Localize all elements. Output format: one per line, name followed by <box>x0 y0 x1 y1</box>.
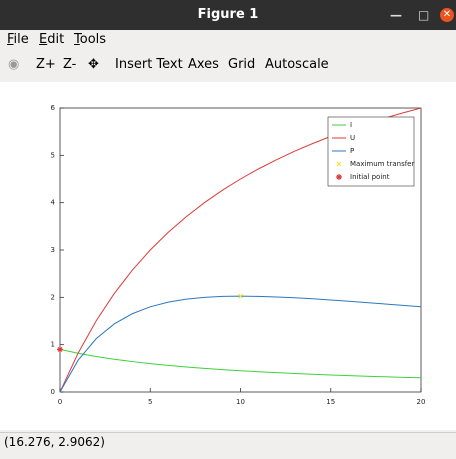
menu-item[interactable]: Tools <box>74 32 107 47</box>
legend-label: Maximum transfer <box>350 160 414 168</box>
plot-area: 0 5 10 15 20 0 1 2 3 4 5 6 IUP Maximum transfer Initia… <box>0 82 456 430</box>
close[interactable]: ✕ <box>440 8 454 22</box>
point-marker <box>57 346 63 353</box>
window-title: Figure 1 <box>197 7 259 22</box>
y-tick-label: 3 <box>51 246 55 254</box>
toolbar: ◉ Z+ Z- ✥ Insert Text Axes Grid Autoscal… <box>0 51 456 79</box>
y-tick-label: 2 <box>51 293 55 301</box>
x-tick-label: 15 <box>326 398 335 406</box>
tool-button[interactable]: Grid <box>228 57 256 72</box>
status-bar: (16.276, 2.9062) <box>0 432 456 450</box>
legend-label: I <box>350 121 352 129</box>
point-marker <box>336 161 342 167</box>
y-tick-label: 4 <box>51 199 56 207</box>
x-tick-label: 20 <box>417 398 426 406</box>
minimize[interactable]: — <box>390 8 402 22</box>
x-tick-label: 10 <box>236 398 245 406</box>
tool-button[interactable]: Z+ <box>36 57 56 72</box>
legend-label: Initial point <box>350 173 390 181</box>
series-line <box>59 348 422 379</box>
tool-button[interactable]: Autoscale <box>265 57 329 72</box>
x-tick-label: 0 <box>58 398 62 406</box>
point-marker <box>238 293 243 299</box>
tool-button[interactable]: Insert Text <box>115 57 183 72</box>
y-tick-label: 5 <box>51 151 55 159</box>
menu-item[interactable]: Edit <box>39 32 65 47</box>
tool-button[interactable]: Axes <box>188 57 219 72</box>
x-tick-label: 5 <box>148 398 152 406</box>
menu-item[interactable]: File <box>7 32 29 47</box>
legend-label: U <box>350 134 355 142</box>
y-tick-label: 0 <box>51 388 55 396</box>
rotate-icon[interactable]: ◉ <box>8 57 20 72</box>
pan-icon[interactable]: ✥ <box>88 57 99 72</box>
legend-label: P <box>350 147 354 155</box>
maximize[interactable]: □ <box>418 8 430 22</box>
y-tick-label: 6 <box>51 104 56 112</box>
tool-button[interactable]: Z- <box>63 57 77 72</box>
y-tick-label: 1 <box>51 341 55 349</box>
title-bar: Figure 1 — □ ✕ <box>0 0 456 30</box>
point-marker <box>336 174 342 180</box>
cursor-coords: (16.276, 2.9062) <box>4 435 105 449</box>
menu-bar: File Edit Tools <box>0 30 456 50</box>
